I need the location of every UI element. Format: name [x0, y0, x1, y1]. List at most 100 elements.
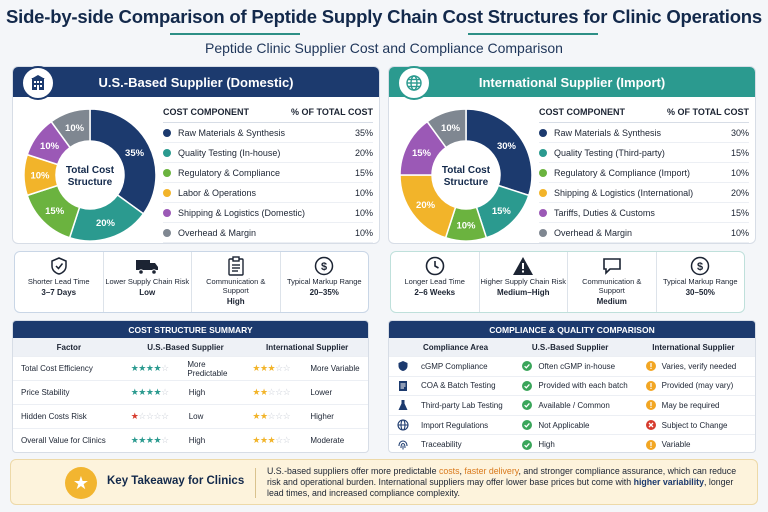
- compliance-row: Traceability High Variable: [389, 434, 755, 452]
- status-ok-icon: [522, 400, 533, 411]
- slice-label: 10%: [441, 123, 461, 134]
- cost-row: Regulatory & Compliance (Import) 10%: [539, 163, 749, 183]
- compliance-area: Import Regulations: [421, 420, 489, 430]
- cost-component-pct: 30%: [730, 127, 749, 138]
- us-compliance-value: Often cGMP in-house: [538, 361, 616, 371]
- summary-factor: Price Stability: [21, 388, 70, 397]
- legend-dot: [163, 228, 171, 237]
- us-rating-value: More Predictable: [187, 359, 228, 378]
- summary-heading: COST STRUCTURE SUMMARY: [13, 321, 368, 338]
- summary-factor: Overall Value for Clinics: [21, 436, 106, 445]
- metric-item: Communication & Support Medium: [568, 252, 657, 312]
- dollar-icon: $: [281, 255, 369, 277]
- us-rating-stars: ★★★★☆: [130, 435, 169, 445]
- shield-icon: [15, 255, 103, 277]
- intl-compliance-value: Provided (may vary): [661, 381, 734, 391]
- metric-item: Communication & Support High: [192, 252, 281, 312]
- cost-component-pct: 10%: [354, 227, 373, 238]
- slice-label: 30%: [497, 141, 517, 152]
- summary-factor: Hidden Costs Risk: [21, 412, 87, 421]
- cost-component-pct: 10%: [730, 167, 749, 178]
- intl-rating-value: Higher: [310, 412, 334, 421]
- slice-label: 10%: [30, 171, 50, 182]
- legend-dot: [539, 208, 547, 217]
- cost-row: Raw Materials & Synthesis 35%: [163, 123, 373, 143]
- slice-label: 15%: [492, 206, 512, 217]
- shield-icon: [397, 360, 411, 372]
- us-rating-stars: ★★★★☆: [130, 363, 169, 373]
- donut-center-text: Structure: [68, 177, 113, 188]
- cost-row: Labor & Operations 10%: [163, 183, 373, 203]
- takeaway-text: U.S.-based suppliers offer more predicta…: [267, 466, 737, 498]
- cost-component-label: Quality Testing (In-house): [178, 147, 281, 158]
- summary-col-us: U.S.-Based Supplier: [147, 342, 224, 352]
- star-icon: ★: [65, 467, 97, 499]
- metric-value: High: [226, 297, 245, 306]
- intl-cost-table: COST COMPONENT % OF TOTAL COST Raw Materi…: [539, 107, 749, 243]
- legend-dot: [163, 128, 171, 137]
- page-title: Side-by-side Comparison of Peptide Suppl…: [6, 6, 762, 27]
- metric-item: $ Typical Markup Range 30–50%: [657, 252, 745, 312]
- slice-label: 20%: [96, 218, 116, 229]
- legend-dot: [539, 188, 547, 197]
- clipboard-icon: [192, 255, 280, 277]
- compliance-row: COA & Batch Testing Provided with each b…: [389, 375, 755, 396]
- status-warn-icon: [645, 361, 656, 372]
- cost-component-label: Overhead & Margin: [178, 227, 257, 238]
- us-metrics-bar: Shorter Lead Time 3–7 Days Lower Supply …: [14, 251, 369, 313]
- legend-dot: [163, 168, 171, 177]
- intl-rating-stars: ★★★☆☆: [252, 363, 291, 373]
- globe-icon: [397, 419, 411, 431]
- intl-col-pct: % OF TOTAL COST: [666, 107, 749, 117]
- metric-item: Lower Supply Chain Risk Low: [104, 252, 192, 312]
- compliance-col-us: U.S.-Based Supplier: [531, 342, 609, 352]
- us-cost-table: COST COMPONENT % OF TOTAL COST Raw Materi…: [163, 107, 373, 243]
- cost-structure-summary: COST STRUCTURE SUMMARY Factor U.S.-Based…: [12, 320, 369, 453]
- intl-col-component: COST COMPONENT: [539, 107, 626, 117]
- us-rating-value: Low: [188, 412, 204, 421]
- compliance-col-intl: International Supplier: [652, 342, 735, 352]
- cost-component-label: Regulatory & Compliance: [178, 167, 281, 178]
- takeaway-title: Key Takeaway for Clinics: [107, 475, 245, 487]
- cost-component-pct: 15%: [354, 167, 373, 178]
- cost-component-pct: 10%: [730, 227, 749, 238]
- metric-caption: Lower Supply Chain Risk: [105, 277, 190, 286]
- cost-component-label: Quality Testing (Third-party): [554, 147, 665, 158]
- slice-label: 20%: [416, 200, 436, 211]
- status-warn-icon: [645, 380, 656, 391]
- intl-rating-stars: ★★☆☆☆: [252, 387, 291, 397]
- cost-component-label: Tariffs, Duties & Customs: [554, 207, 655, 218]
- svg-text:$: $: [321, 261, 327, 273]
- chat-icon: [568, 255, 656, 277]
- summary-col-factor: Factor: [56, 342, 82, 352]
- key-takeaway-banner: ★ Key Takeaway for Clinics U.S.-based su…: [10, 459, 758, 505]
- cost-component-label: Shipping & Logistics (Domestic): [178, 207, 306, 218]
- cost-row: Raw Materials & Synthesis 30%: [539, 123, 749, 143]
- page-subtitle: Peptide Clinic Supplier Cost and Complia…: [205, 40, 563, 56]
- cost-component-label: Regulatory & Compliance (Import): [554, 167, 691, 178]
- slice-label: 10%: [65, 123, 85, 134]
- intl-metrics-bar: Longer Lead Time 2–6 Weeks Higher Supply…: [390, 251, 745, 313]
- metric-item: Shorter Lead Time 3–7 Days: [15, 252, 104, 312]
- us-compliance-value: Provided with each batch: [538, 381, 628, 391]
- summary-row: Total Cost Efficiency ★★★★☆ More Predicta…: [13, 356, 368, 380]
- legend-dot: [163, 188, 171, 197]
- intl-panel-header: International Supplier (Import): [389, 67, 755, 97]
- metric-value: 20–35%: [309, 288, 339, 297]
- svg-text:$: $: [697, 261, 703, 273]
- document-icon: [397, 380, 411, 392]
- us-supplier-panel: U.S.-Based Supplier (Domestic) 35% 20% 15%…: [12, 66, 380, 244]
- compliance-quality-comparison: COMPLIANCE & QUALITY COMPARISON Complian…: [388, 320, 756, 453]
- intl-compliance-value: Varies, verify needed: [661, 361, 737, 371]
- intl-supplier-panel: International Supplier (Import) 30% 15% 10…: [388, 66, 756, 244]
- donut-center-text: Total Cost: [66, 165, 115, 176]
- compliance-col-area: Compliance Area: [423, 342, 489, 352]
- slice-label: 10%: [40, 141, 60, 152]
- us-compliance-value: Available / Common: [538, 400, 610, 410]
- status-warn-icon: [645, 439, 656, 450]
- intl-compliance-value: May be required: [661, 400, 720, 410]
- legend-dot: [163, 208, 171, 217]
- us-compliance-value: High: [538, 440, 555, 450]
- us-compliance-value: Not Applicable: [538, 420, 590, 430]
